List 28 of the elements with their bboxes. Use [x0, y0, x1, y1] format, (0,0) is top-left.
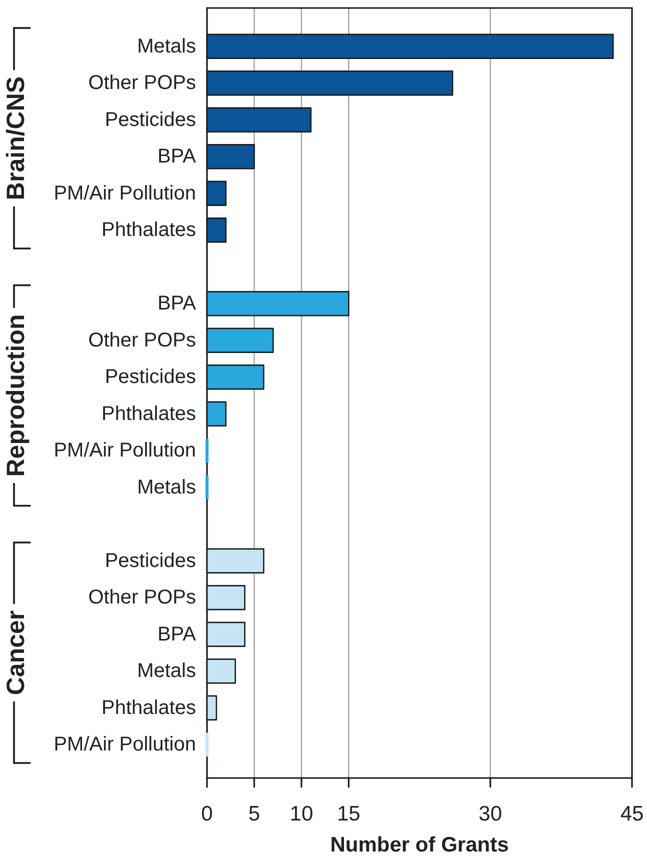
text: Reproduction [2, 314, 30, 477]
y-tick-label: Metals [137, 660, 196, 682]
x-tick-label: 15 [336, 802, 360, 826]
y-tick-label: Other POPs [88, 586, 196, 609]
x-axis-title: Number of Grants [330, 834, 509, 856]
y-tick-label: PM/Air Pollution [54, 182, 196, 204]
y-tick-label: Phthalates [101, 696, 196, 719]
x-tick-label: 10 [290, 802, 314, 826]
y-tick-label: Phthalates [101, 402, 196, 425]
x-tick-label: 5 [248, 802, 260, 826]
y-tick-label: Pesticides [104, 550, 196, 572]
x-tick-label: 0 [201, 802, 213, 826]
y-tick-label: Other POPs [88, 329, 196, 352]
x-tick-label: 30 [478, 802, 502, 826]
y-tick-label: Other POPs [88, 72, 196, 94]
y-tick-label: BPA [157, 292, 197, 315]
text: Cancer [2, 610, 30, 696]
x-tick-label: 45 [620, 802, 644, 826]
y-tick-label: Metals [137, 35, 196, 58]
y-tick-label: BPA [157, 623, 197, 646]
y-tick-label: Phthalates [101, 219, 196, 242]
y-tick-label: Pesticides [104, 108, 196, 131]
y-tick-label: PM/Air Pollution [54, 440, 196, 462]
y-tick-label: Metals [137, 476, 196, 498]
text: Brain/CNS [2, 76, 30, 200]
y-tick-label: Pesticides [104, 366, 196, 388]
y-tick-label: BPA [157, 146, 197, 168]
y-tick-label: PM/Air Pollution [54, 734, 196, 756]
